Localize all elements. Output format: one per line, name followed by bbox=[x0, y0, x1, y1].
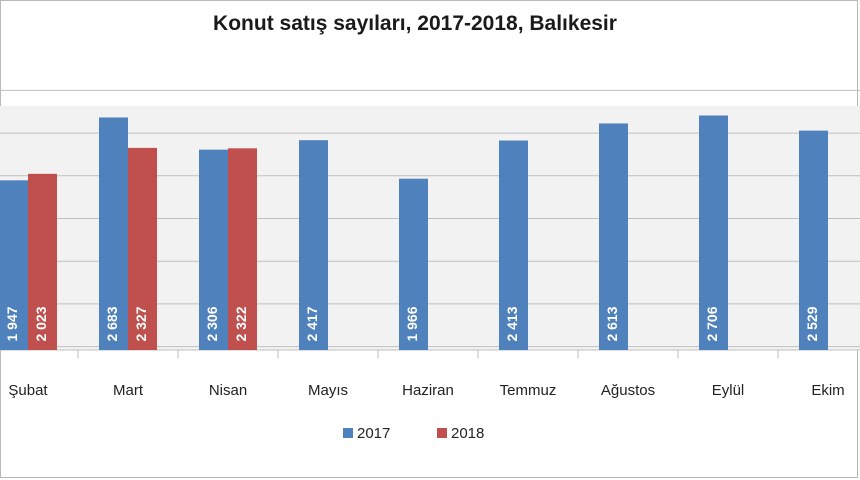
bar-2018-0 bbox=[28, 173, 57, 350]
data-label: 1 947 bbox=[4, 306, 20, 341]
data-label: 1 966 bbox=[404, 306, 420, 341]
data-label: 2 417 bbox=[304, 306, 320, 341]
x-tick-label: Haziran bbox=[402, 382, 454, 399]
x-tick-label: Nisan bbox=[209, 382, 247, 399]
bar-2017-3 bbox=[299, 140, 328, 350]
data-label: 2 683 bbox=[104, 306, 120, 341]
data-label: 2 529 bbox=[804, 306, 820, 341]
legend-label-2017: 2017 bbox=[357, 425, 390, 442]
data-label: 2 322 bbox=[233, 306, 249, 341]
x-tick-label: Eylül bbox=[712, 382, 745, 399]
chart-title: Konut satış sayıları, 2017-2018, Balıkes… bbox=[213, 12, 617, 35]
bar-2018-1 bbox=[128, 147, 157, 350]
legend-label-2018: 2018 bbox=[451, 425, 484, 442]
bar-2018-2 bbox=[228, 148, 257, 350]
data-label: 2 413 bbox=[504, 306, 520, 341]
legend-swatch-2018 bbox=[437, 428, 447, 438]
bar-2017-7 bbox=[699, 115, 728, 350]
x-tick-label: Şubat bbox=[8, 382, 48, 399]
data-label: 2 613 bbox=[604, 306, 620, 341]
bar-2017-2 bbox=[199, 149, 228, 350]
x-tick-label: Temmuz bbox=[500, 382, 557, 399]
data-label: 2 306 bbox=[204, 306, 220, 341]
x-tick-label: Mart bbox=[113, 382, 144, 399]
legend-swatch-2017 bbox=[343, 428, 353, 438]
data-label: 2 706 bbox=[704, 306, 720, 341]
x-tick-label: Mayıs bbox=[308, 382, 348, 399]
bar-2017-6 bbox=[599, 123, 628, 350]
x-tick-label: Ekim bbox=[811, 382, 844, 399]
bar-2017-8 bbox=[799, 130, 828, 350]
bar-2017-5 bbox=[499, 140, 528, 350]
x-tick-label: Ağustos bbox=[601, 382, 655, 399]
bar-2017-4 bbox=[399, 178, 428, 350]
bar-2017-1 bbox=[99, 117, 128, 350]
data-label: 2 327 bbox=[133, 306, 149, 341]
bar-2017-0 bbox=[0, 180, 28, 350]
data-label: 2 023 bbox=[33, 306, 49, 341]
